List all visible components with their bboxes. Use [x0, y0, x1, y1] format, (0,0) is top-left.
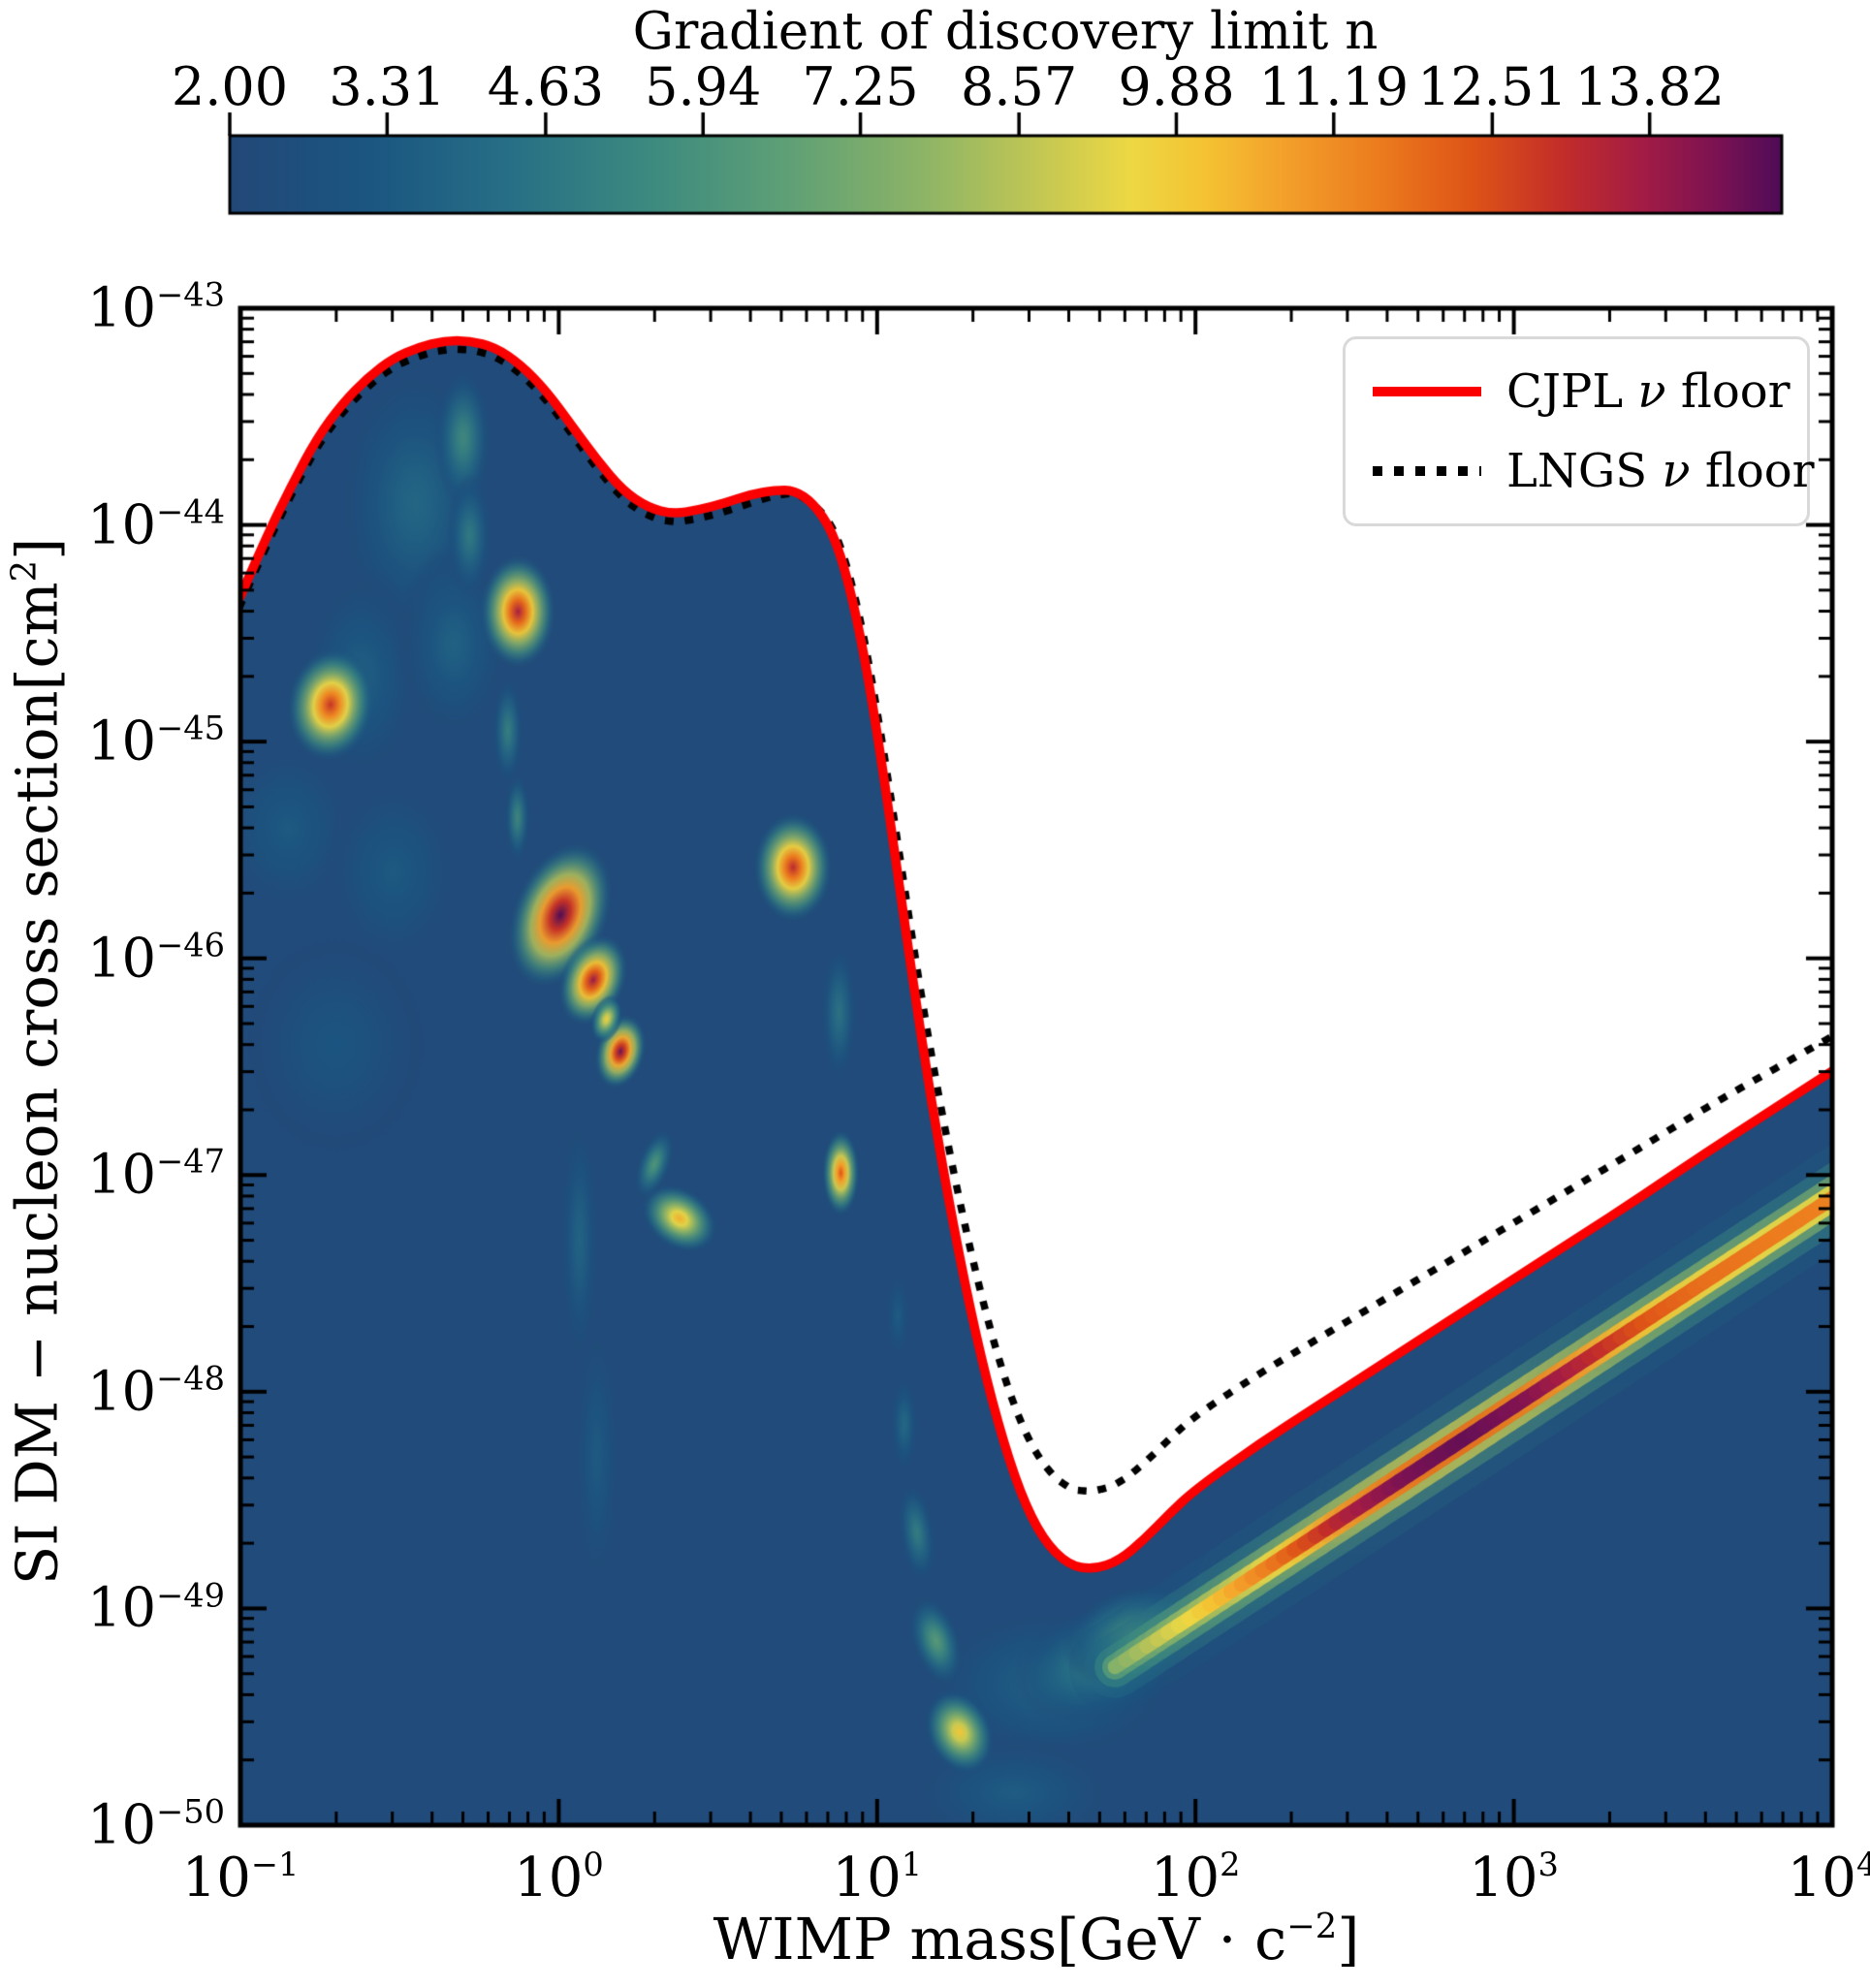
x-tick-label: 10−1: [181, 1846, 300, 1909]
legend-solid-red-line-sample: [1373, 387, 1481, 396]
y-axis-title-main: SI DM − nucleon cross section[cm: [3, 582, 71, 1586]
y-tick-label: 10−43: [86, 275, 225, 340]
y-tick-label: 10−46: [86, 926, 225, 991]
legend-item-cjpl: CJPL ν floor: [1373, 364, 1791, 419]
y-tick-label: 10−44: [86, 492, 225, 557]
x-tick-label: 100: [514, 1846, 604, 1909]
x-tick-label: 102: [1150, 1846, 1241, 1909]
y-tick-label: 10−50: [86, 1792, 225, 1857]
colorbar-tick-label: 9.88: [1118, 56, 1235, 117]
legend-label-lngs: LNGS ν floor: [1506, 444, 1815, 498]
legend-label-cjpl-post: floor: [1680, 364, 1791, 419]
colorbar-tick-label: 5.94: [645, 56, 762, 117]
y-tick-label: 10−45: [86, 709, 225, 773]
y-axis-title: SI DM − nucleon cross section[cm2]: [4, 538, 71, 1585]
colorbar-tick-label: 7.25: [802, 56, 919, 117]
legend: CJPL ν floor LNGS ν floor: [1343, 336, 1815, 526]
x-axis-title-exp: −2: [1286, 1907, 1338, 1947]
x-tick-label: 101: [832, 1846, 923, 1909]
y-tick-label: 10−47: [86, 1142, 225, 1207]
legend-label-cjpl-pre: CJPL: [1506, 364, 1624, 419]
legend-dotted-black-line-sample: [1373, 466, 1481, 476]
colorbar-tick-label: 2.00: [171, 56, 289, 117]
x-tick-label: 104: [1787, 1846, 1870, 1909]
legend-item-lngs: LNGS ν floor: [1373, 444, 1815, 498]
colorbar-tick-label: 11.19: [1258, 56, 1410, 117]
nu-symbol: ν: [1637, 364, 1666, 419]
x-axis-title: WIMP mass[GeV · c−2]: [713, 1906, 1360, 1972]
legend-label-lngs-pre: LNGS: [1506, 444, 1648, 498]
x-tick-label: 103: [1469, 1846, 1559, 1909]
colorbar-tick-label: 3.31: [329, 56, 446, 117]
colorbar-title: Gradient of discovery limit n: [632, 2, 1379, 61]
x-axis-title-main: WIMP mass[GeV · c: [713, 1906, 1287, 1972]
colorbar-tick-label: 12.51: [1417, 56, 1568, 117]
y-axis-title-tail: ]: [3, 537, 71, 560]
y-tick-label: 10−48: [86, 1359, 225, 1424]
x-axis-title-tail: ]: [1337, 1906, 1360, 1972]
nu-symbol: ν: [1662, 444, 1691, 498]
legend-label-cjpl: CJPL ν floor: [1506, 364, 1791, 419]
colorbar-tick-label: 4.63: [487, 56, 605, 117]
legend-label-lngs-post: floor: [1704, 444, 1815, 498]
y-tick-label: 10−49: [86, 1576, 225, 1640]
y-axis-title-exp: 2: [4, 559, 45, 583]
colorbar-tick-label: 8.57: [961, 56, 1078, 117]
colorbar-tick-label: 13.82: [1574, 56, 1725, 117]
